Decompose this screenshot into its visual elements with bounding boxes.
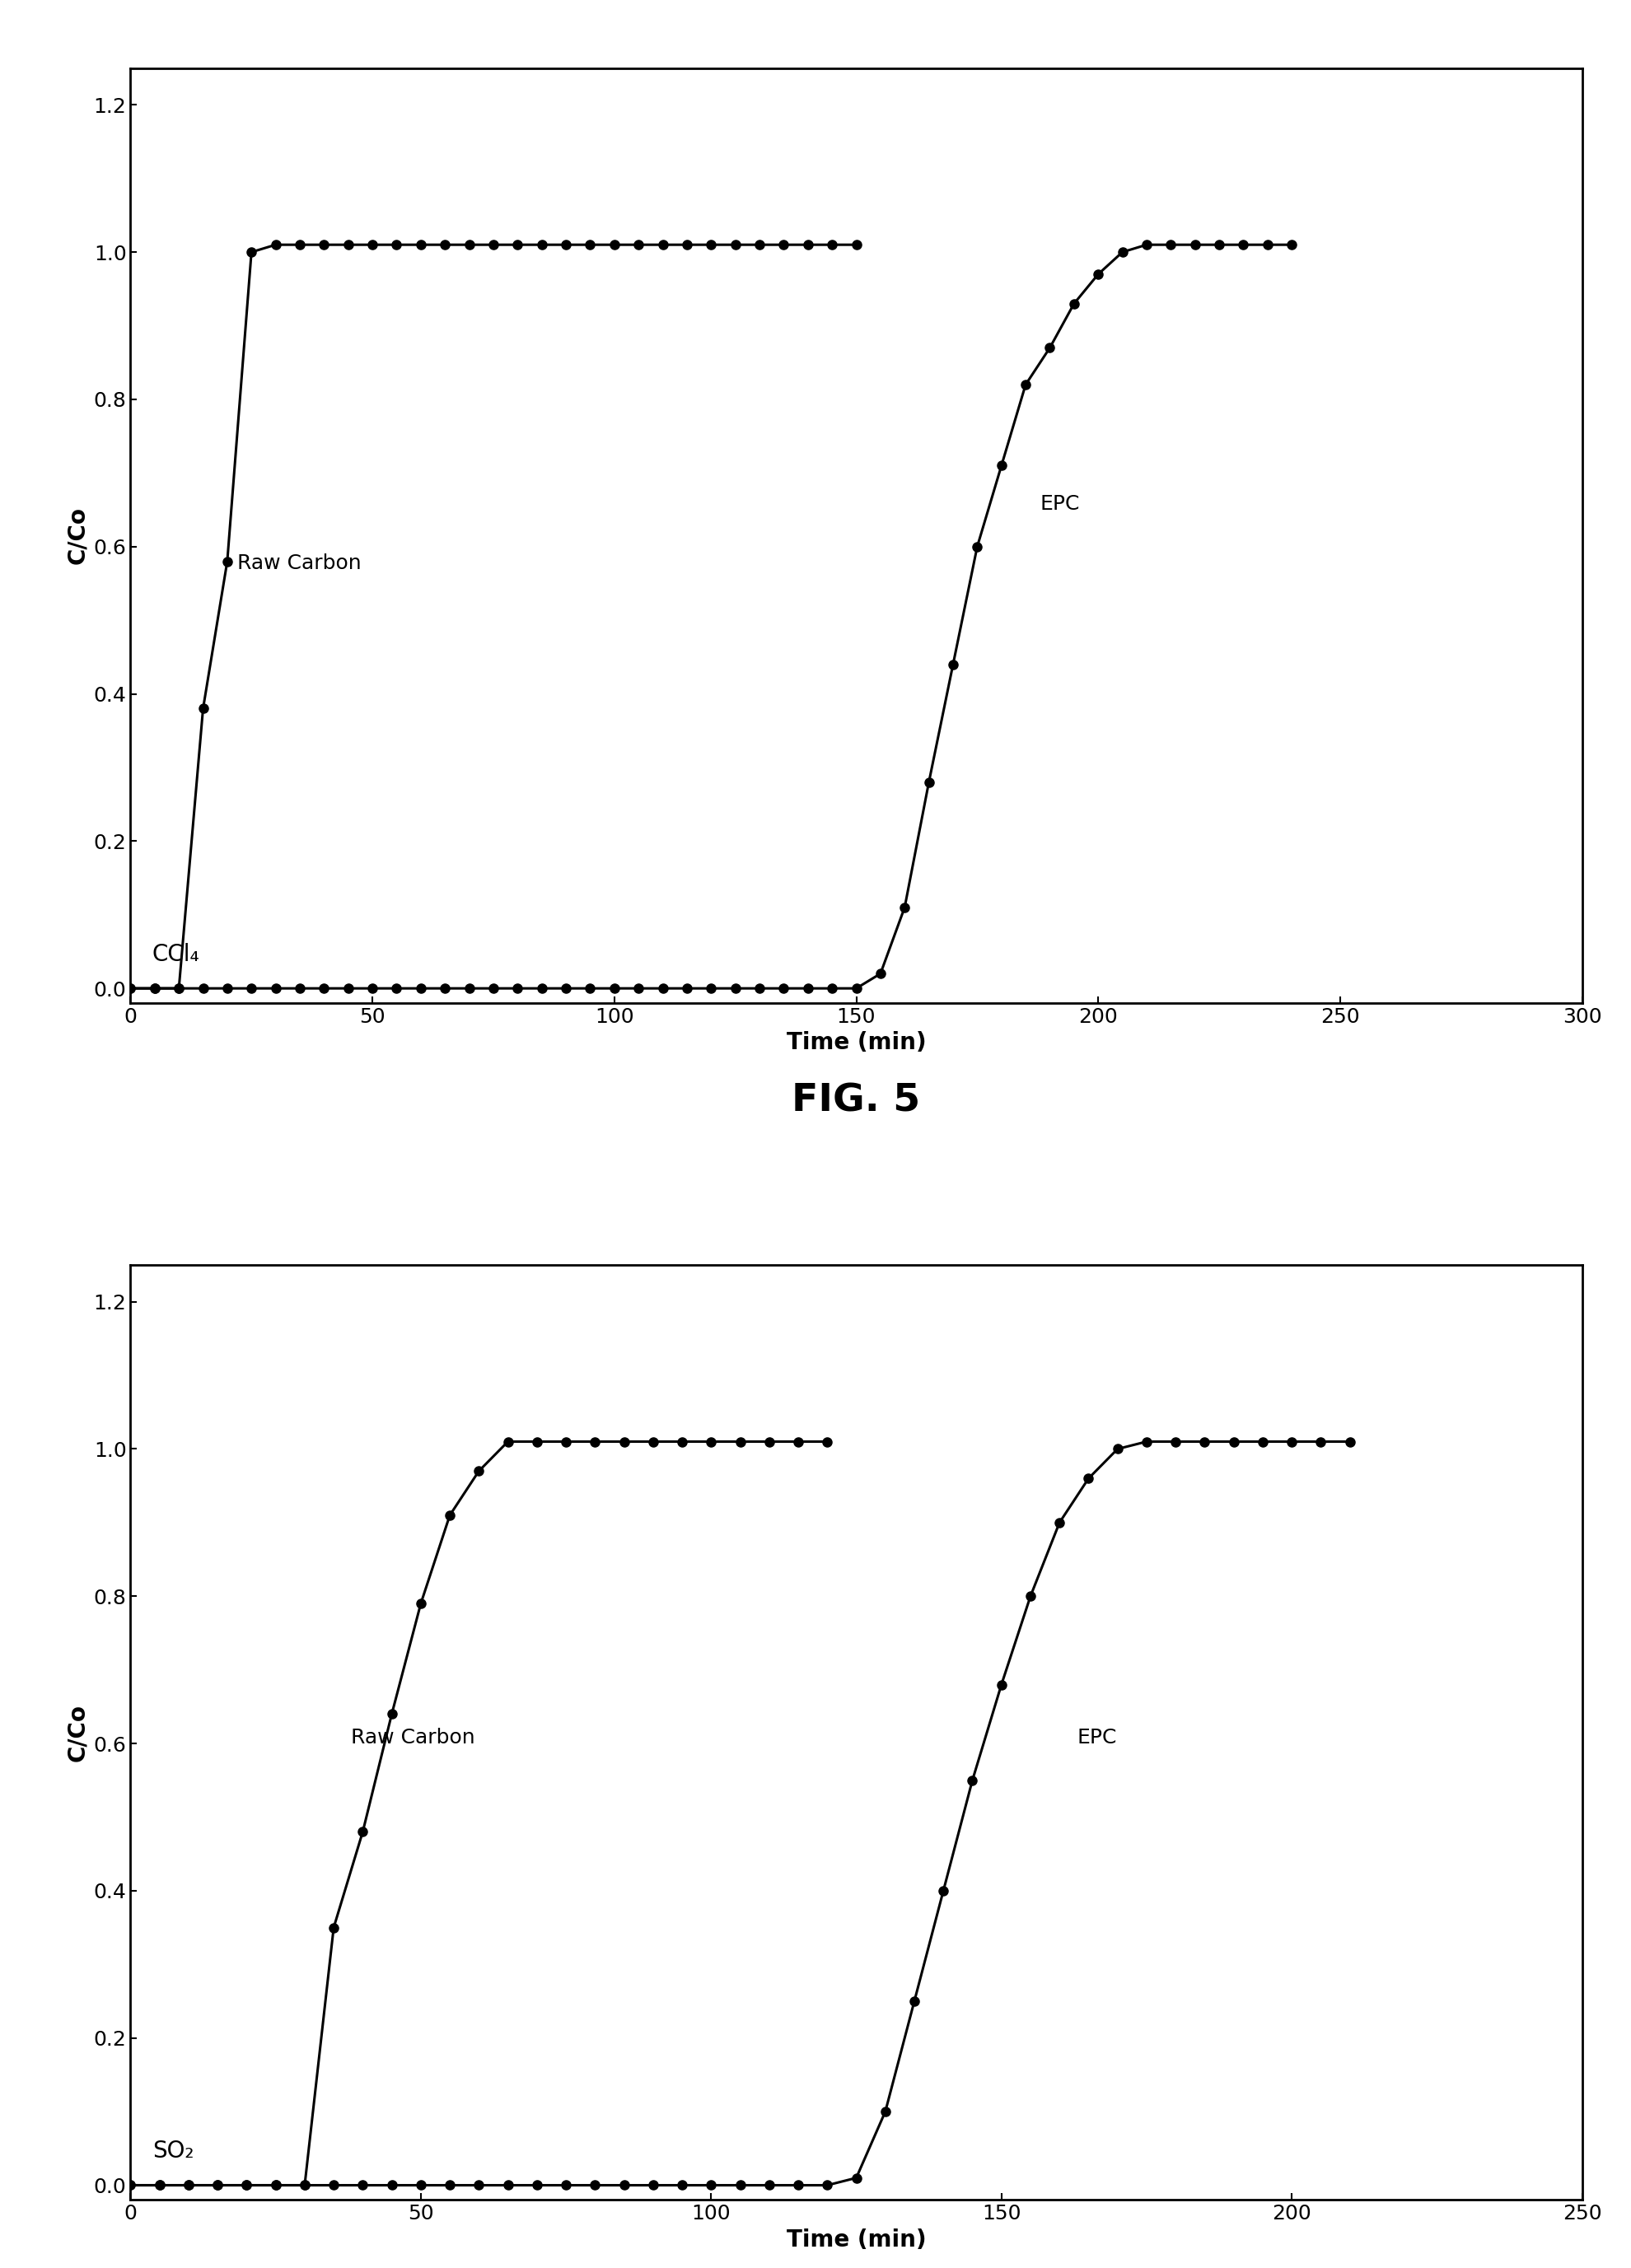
- X-axis label: Time (min): Time (min): [786, 2227, 926, 2252]
- Y-axis label: C/Co: C/Co: [65, 1703, 90, 1762]
- Text: Raw Carbon: Raw Carbon: [236, 553, 360, 574]
- Text: EPC: EPC: [1076, 1728, 1117, 1749]
- Text: CCl₄: CCl₄: [152, 943, 201, 966]
- Text: SO₂: SO₂: [152, 2139, 194, 2164]
- X-axis label: Time (min): Time (min): [786, 1032, 926, 1055]
- Text: Raw Carbon: Raw Carbon: [351, 1728, 475, 1749]
- Text: FIG. 5: FIG. 5: [793, 1082, 920, 1120]
- Y-axis label: C/Co: C/Co: [65, 506, 90, 565]
- Text: EPC: EPC: [1041, 494, 1080, 515]
